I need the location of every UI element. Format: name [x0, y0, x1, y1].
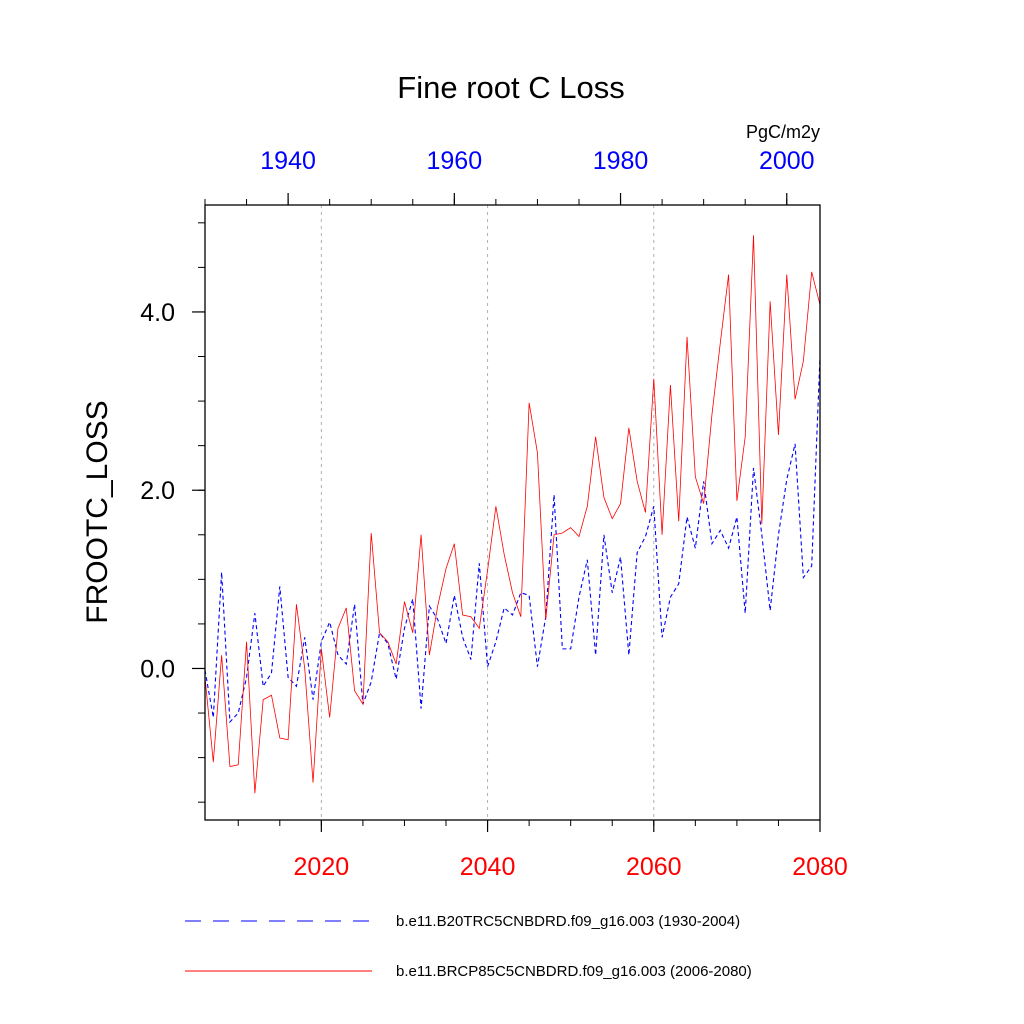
y-axis-label: FROOTC_LOSS — [81, 400, 114, 623]
plot-frame — [204, 204, 821, 821]
x-top-tick-label: 1940 — [260, 147, 316, 175]
x-bottom-tick-label: 2080 — [792, 853, 848, 881]
legend: b.e11.B20TRC5CNBDRD.f09_g16.003 (1930-20… — [185, 913, 752, 980]
series-line-historical — [205, 356, 820, 724]
gridlines — [320, 205, 655, 820]
axes-layer: 0.0 2.0 4.0 2020 2040 2060 2080 1940 1960 1980 200… — [140, 147, 848, 881]
x-top-tick-label: 2000 — [759, 147, 815, 175]
y-tick-label: 0.0 — [140, 655, 175, 683]
y-tick-label: 4.0 — [140, 299, 175, 327]
chart-title: Fine root C Loss — [397, 70, 624, 105]
x-bottom-tick-label: 2040 — [460, 853, 516, 881]
y-tick-label: 2.0 — [140, 477, 175, 505]
series-line-rcp85 — [205, 235, 820, 794]
x-top-tick-label: 1960 — [427, 147, 483, 175]
units-label: PgC/m2y — [746, 122, 820, 142]
series-layer — [205, 235, 820, 794]
legend-label-historical: b.e11.B20TRC5CNBDRD.f09_g16.003 (1930-20… — [396, 913, 740, 930]
x-top-tick-label: 1980 — [593, 147, 649, 175]
x-bottom-tick-label: 2020 — [294, 853, 350, 881]
x-bottom-tick-label: 2060 — [626, 853, 682, 881]
legend-label-rcp85: b.e11.BRCP85C5CNBDRD.f09_g16.003 (2006-2… — [396, 963, 752, 980]
